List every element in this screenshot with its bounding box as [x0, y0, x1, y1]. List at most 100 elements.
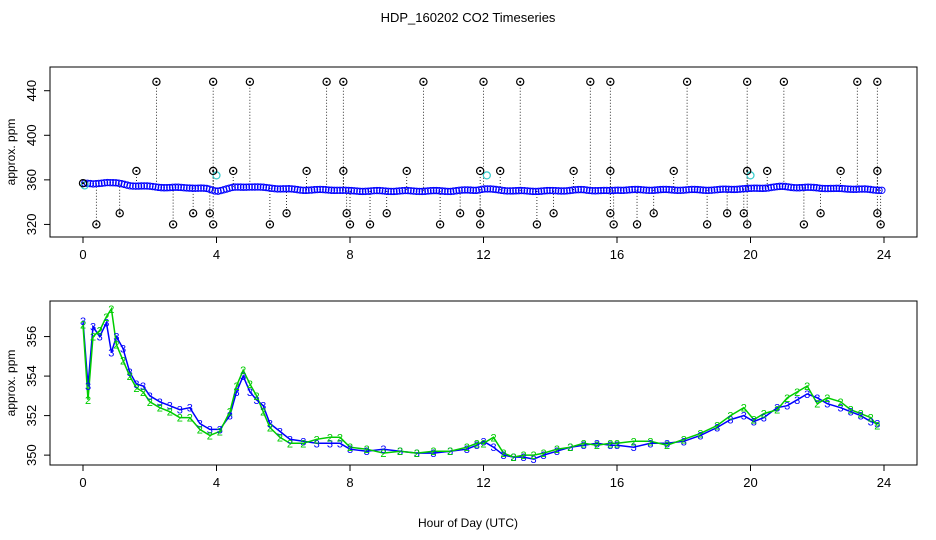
top-point-low [873, 209, 882, 218]
top-baseline-point [89, 180, 97, 188]
top-baseline-point [869, 186, 878, 194]
top-baseline-point [171, 183, 180, 191]
top-y-tick-label: 440 [24, 80, 39, 102]
bottom-x-tick-label: 8 [346, 475, 353, 490]
top-baseline-point [381, 187, 390, 195]
top-baseline-point [112, 179, 120, 187]
top-baseline-point [197, 184, 205, 192]
top-baseline-point [174, 183, 182, 191]
top-baseline-point [307, 186, 316, 194]
top-baseline-point [168, 183, 177, 192]
top-baseline-point [554, 187, 563, 195]
series-marker-3: 3 [207, 424, 213, 436]
top-baseline-point [668, 186, 676, 194]
series-marker-2: 2 [240, 365, 246, 377]
top-point-mid-center [212, 169, 215, 173]
top-baseline-point [656, 185, 665, 194]
top-baseline-point [594, 186, 602, 195]
series-marker-3: 3 [614, 440, 620, 452]
series-marker-2: 2 [490, 432, 496, 444]
top-y-axis: 320 360 400 440 [24, 80, 51, 235]
top-point-high [873, 77, 882, 87]
top-baseline-point [693, 185, 702, 194]
top-baseline-point [537, 187, 546, 195]
bottom-x-tick-label: 16 [610, 475, 624, 490]
top-baseline-point [568, 186, 577, 194]
series-marker-2: 2 [167, 407, 173, 419]
top-point-start-center [81, 182, 85, 185]
series-marker-3: 3 [681, 436, 687, 448]
top-baseline-point [97, 179, 106, 187]
series-marker-3: 3 [541, 450, 547, 462]
top-point-low [799, 220, 809, 229]
top-baseline-point [254, 183, 262, 191]
top-point-low [742, 220, 752, 229]
top-baseline-point [841, 185, 849, 193]
top-baseline-point [395, 187, 404, 195]
top-point-low [115, 209, 124, 218]
top-baseline-point [200, 184, 208, 192]
top-point-high-center [325, 80, 328, 83]
series-marker-3: 3 [127, 367, 133, 379]
series-marker-3: 3 [364, 446, 370, 458]
top-point-high [586, 77, 595, 87]
top-point-low-center [439, 223, 442, 226]
top-baseline-point [497, 186, 506, 195]
top-baseline-point [236, 183, 245, 191]
top-baseline-point [699, 186, 707, 194]
top-baseline-point [115, 179, 123, 187]
top-baseline-point [747, 184, 756, 192]
series-marker-3: 3 [267, 419, 273, 431]
top-point-high-center [482, 80, 485, 83]
top-baseline-point [520, 186, 529, 195]
series-marker-2: 2 [500, 448, 506, 460]
top-baseline-point [421, 187, 429, 195]
top-baseline-point [489, 185, 497, 193]
top-point-low-center [802, 223, 806, 226]
series-marker-3: 3 [761, 413, 767, 425]
top-baseline-point [188, 184, 197, 192]
top-baseline-point [341, 186, 350, 194]
top-x-tick-label: 4 [213, 247, 220, 262]
top-baseline-point [790, 183, 798, 192]
top-baseline-point [398, 186, 407, 195]
series-marker-2: 2 [327, 432, 333, 444]
top-point-start [78, 178, 88, 188]
top-point-high [516, 77, 525, 87]
top-baseline-point [183, 184, 191, 192]
series-marker-3: 3 [97, 332, 103, 344]
series-marker-2: 2 [447, 446, 453, 458]
series-marker-2: 2 [727, 411, 733, 423]
series-marker-2: 2 [108, 304, 114, 316]
top-point-high [245, 77, 255, 87]
top-baseline-point [563, 187, 571, 195]
series-marker-2: 2 [824, 393, 830, 405]
top-point-mid [873, 166, 882, 176]
top-baseline-point [95, 179, 103, 188]
top-baseline-point [163, 184, 171, 192]
top-y-tick-label: 400 [24, 124, 39, 146]
top-baseline-point [829, 184, 838, 193]
series-marker-3: 3 [814, 393, 820, 405]
top-point-mid [475, 166, 485, 176]
series-marker-2: 2 [430, 446, 436, 458]
top-baseline-point [378, 187, 387, 195]
series-marker-2: 2 [227, 407, 233, 419]
series-marker-2: 2 [804, 381, 810, 393]
top-baseline-point [407, 187, 415, 195]
top-baseline-point [319, 185, 327, 194]
series-marker-3: 3 [567, 442, 573, 454]
bottom-x-axis: 0 4 8 12 16 20 24 [79, 464, 891, 490]
top-point-high-center [609, 80, 612, 83]
top-baseline-point [776, 182, 784, 191]
top-baseline-point [608, 186, 617, 195]
series-marker-3: 3 [337, 438, 343, 450]
top-data-points [78, 77, 886, 229]
series-marker-2: 2 [631, 436, 637, 448]
top-baseline-point [177, 183, 185, 192]
top-point-low [649, 209, 658, 218]
series-marker-3: 3 [227, 411, 233, 423]
top-baseline-point [469, 186, 478, 194]
top-cyan-point [482, 171, 491, 180]
